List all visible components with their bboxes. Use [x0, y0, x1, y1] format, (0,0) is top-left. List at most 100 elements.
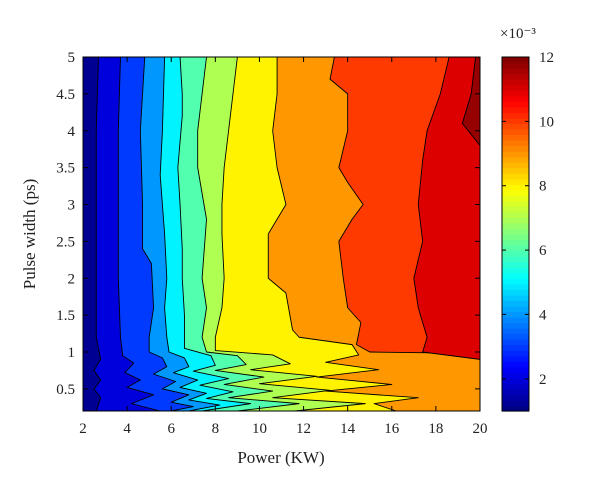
colorbar-swatch [502, 228, 529, 235]
colorbar-swatch [502, 239, 529, 246]
colorbar-swatch [502, 328, 529, 335]
colorbar-swatch [502, 184, 529, 191]
colorbar-swatch [502, 57, 529, 64]
colorbar-swatch [502, 261, 529, 268]
y-axis-label: Pulse width (ps) [20, 179, 39, 290]
colorbar-swatch [502, 79, 529, 86]
colorbar-swatch [502, 206, 529, 213]
y-tick-label: 5 [68, 50, 76, 66]
colorbar-swatch [502, 162, 529, 169]
colorbar-swatch [502, 245, 529, 252]
colorbar-swatch [502, 250, 529, 257]
colorbar [502, 57, 529, 412]
plot-frame [82, 56, 481, 412]
y-tick-label: 3.5 [56, 161, 75, 177]
colorbar-swatch [502, 322, 529, 329]
colorbar-swatch [502, 399, 529, 407]
colorbar-swatch [502, 178, 529, 185]
colorbar-swatch [502, 189, 529, 196]
colorbar-swatch [502, 311, 529, 318]
colorbar-swatch [502, 106, 529, 113]
colorbar-ticks: 2 4 6 8 10 12 [502, 50, 554, 388]
y-tick-label: 2.5 [56, 234, 75, 250]
colorbar-tick-label: 12 [539, 50, 554, 66]
colorbar-swatch [502, 355, 529, 362]
colorbar-swatch [502, 145, 529, 152]
x-tick-label: 2 [79, 421, 87, 437]
colorbar-swatch [502, 305, 529, 313]
x-axis-label: Power (KW) [237, 448, 324, 467]
colorbar-swatch [502, 361, 529, 368]
colorbar-swatch [502, 128, 529, 136]
y-tick-label: 4.5 [56, 87, 75, 103]
x-tick-label: 10 [252, 421, 267, 437]
x-tick-label: 14 [340, 421, 356, 437]
colorbar-swatch [502, 73, 529, 80]
colorbar-swatch [502, 333, 529, 340]
y-axis: 0.5 1 1.5 2 2.5 3 3.5 4 4.5 5 [56, 50, 480, 398]
colorbar-swatch [502, 90, 529, 97]
colorbar-tick-label: 2 [539, 372, 547, 388]
colorbar-swatch [502, 222, 529, 230]
colorbar-swatch [502, 195, 529, 202]
colorbar-swatch [502, 289, 529, 296]
colorbar-frame [501, 56, 530, 412]
colorbar-swatch [502, 256, 529, 263]
colorbar-swatch [502, 84, 529, 91]
y-tick-label: 3 [68, 198, 76, 214]
colorbar-tick-label: 6 [539, 243, 547, 259]
x-tick-label: 4 [123, 421, 131, 437]
colorbar-multiplier: ×10⁻³ [500, 26, 536, 42]
colorbar-swatch [502, 344, 529, 351]
x-tick-label: 18 [428, 421, 443, 437]
colorbar-swatch [502, 62, 529, 69]
colorbar-swatch [502, 372, 529, 379]
colorbar-swatch [502, 283, 529, 290]
colorbar-tick-label: 8 [539, 179, 547, 195]
plot-area [83, 57, 480, 411]
colorbar-swatch [502, 300, 529, 307]
colorbar-swatch [502, 366, 529, 373]
colorbar-swatch [502, 117, 529, 124]
colorbar-swatch [502, 95, 529, 102]
colorbar-swatch [502, 405, 529, 412]
colorbar-swatch [502, 377, 529, 384]
y-tick-label: 1.5 [56, 308, 75, 324]
y-tick-label: 0.5 [56, 382, 75, 398]
colorbar-swatch [502, 388, 529, 396]
colorbar-swatch [502, 123, 529, 130]
x-tick-label: 8 [212, 421, 220, 437]
colorbar-swatch [502, 151, 529, 158]
colorbar-swatch [502, 173, 529, 180]
colorbar-swatch [502, 350, 529, 357]
x-tick-label: 12 [296, 421, 311, 437]
colorbar-swatch [502, 267, 529, 274]
colorbar-swatch [502, 278, 529, 285]
colorbar-swatch [502, 112, 529, 119]
colorbar-swatch [502, 156, 529, 163]
colorbar-swatch [502, 101, 529, 108]
x-tick-label: 20 [473, 421, 488, 437]
contour-band-11.5 [461, 57, 480, 146]
colorbar-swatch [502, 134, 529, 141]
colorbar-swatch [502, 200, 529, 207]
x-tick-label: 6 [167, 421, 175, 437]
colorbar-swatch [502, 234, 529, 241]
colorbar-swatch [502, 316, 529, 324]
colorbar-swatch [502, 272, 529, 279]
colorbar-tick-label: 10 [539, 114, 554, 130]
y-tick-label: 2 [68, 271, 76, 287]
colorbar-swatch [502, 383, 529, 390]
contour-band-10.5 [413, 57, 480, 360]
y-tick-label: 1 [68, 345, 76, 361]
colorbar-swatch [502, 211, 529, 219]
colorbar-swatch [502, 294, 529, 301]
colorbar-swatch [502, 167, 529, 174]
colorbar-tick-label: 4 [539, 307, 547, 323]
colorbar-swatch [502, 68, 529, 75]
colorbar-swatch [502, 139, 529, 147]
y-tick-label: 4 [68, 124, 76, 140]
x-axis: 2 4 6 8 10 12 14 16 18 20 [79, 57, 488, 437]
x-tick-label: 16 [384, 421, 400, 437]
